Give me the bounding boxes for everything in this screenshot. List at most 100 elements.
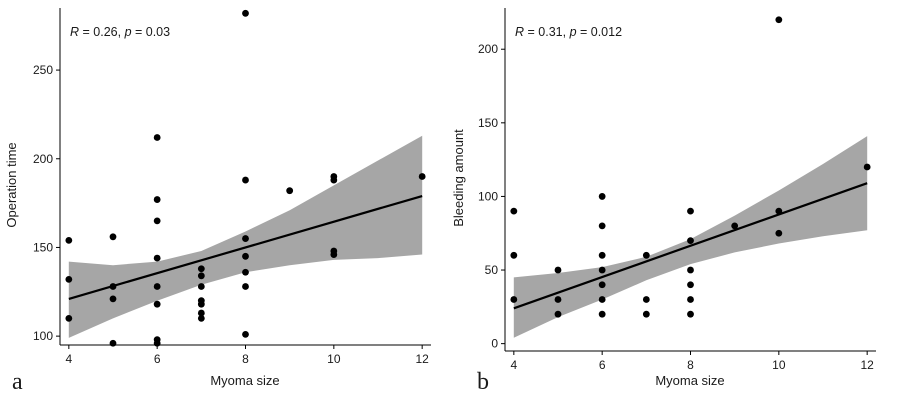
data-point [242, 283, 249, 290]
data-point [65, 275, 73, 283]
data-point [65, 236, 73, 244]
y-axis-label: Operation time [4, 142, 19, 227]
data-point [731, 222, 739, 230]
r-symbol: R [70, 25, 79, 39]
data-point [242, 176, 249, 184]
data-point [153, 254, 161, 262]
x-tick-label: 12 [860, 358, 874, 372]
data-point [286, 187, 294, 195]
data-point [197, 283, 205, 290]
data-point [687, 296, 694, 303]
data-point [242, 252, 249, 260]
data-point [242, 330, 249, 338]
y-tick-label: 200 [33, 152, 53, 166]
y-tick-label: 100 [478, 189, 498, 203]
x-tick-labels: 4 6 8 10 12 [65, 352, 429, 366]
data-point [554, 310, 562, 318]
data-point [687, 310, 694, 318]
data-point [109, 283, 117, 290]
x-tick-label: 12 [415, 352, 429, 366]
data-point [598, 296, 606, 303]
data-point [687, 237, 694, 244]
data-point [775, 229, 783, 237]
panel-letter: a [12, 369, 23, 395]
data-point [153, 300, 161, 308]
data-points [510, 16, 871, 318]
x-tick-label: 10 [327, 352, 341, 366]
data-point [242, 9, 249, 17]
x-tick-label: 10 [772, 358, 786, 372]
axes [56, 8, 431, 349]
data-point [510, 207, 518, 215]
r-value: = 0.31, [524, 25, 570, 39]
data-point [598, 222, 606, 230]
data-point [863, 163, 871, 171]
data-point [598, 266, 606, 274]
y-tick-labels: 100 150 200 250 [33, 63, 53, 343]
x-tick-label: 6 [599, 358, 606, 372]
x-tick-labels: 4 6 8 10 12 [510, 358, 874, 372]
y-axis-label: Bleeding amount [451, 129, 466, 227]
data-point [197, 300, 205, 308]
data-point [197, 309, 205, 317]
panel-b-bleeding-amount: 4 6 8 10 12 0 50 100 150 200 R = 0.31, p = 0.012… [451, 8, 876, 395]
data-point [510, 296, 518, 303]
x-axis-label: Myoma size [655, 373, 724, 388]
data-point [242, 235, 249, 242]
regression-line [513, 182, 868, 310]
y-tick-label: 0 [491, 337, 498, 351]
data-point [687, 281, 694, 289]
x-tick-label: 4 [65, 352, 72, 366]
x-axis-label: Myoma size [210, 373, 279, 388]
confidence-band [513, 136, 868, 338]
axes [501, 8, 876, 355]
y-tick-label: 100 [33, 329, 53, 343]
data-point [775, 16, 783, 24]
correlation-annotation: R = 0.26, p = 0.03 [70, 25, 170, 39]
data-point [775, 207, 783, 215]
data-point [598, 310, 606, 318]
fit-line [68, 194, 423, 300]
data-point [242, 268, 249, 276]
data-point [510, 251, 518, 259]
x-tick-label: 8 [242, 352, 249, 366]
x-tick-label: 6 [154, 352, 161, 366]
correlation-annotation: R = 0.31, p = 0.012 [515, 25, 622, 39]
data-point [554, 296, 562, 303]
y-tick-label: 250 [33, 63, 53, 77]
regression-line [68, 194, 423, 300]
data-point [109, 339, 117, 347]
data-point [109, 233, 117, 241]
data-point [642, 296, 650, 303]
data-point [109, 295, 117, 303]
data-point [330, 251, 338, 258]
data-point [418, 173, 426, 180]
r-value: = 0.26, [79, 25, 125, 39]
data-point [687, 207, 694, 215]
y-tick-labels: 0 50 100 150 200 [478, 42, 498, 350]
data-point [598, 281, 606, 289]
p-symbol: p [124, 25, 132, 39]
data-points [65, 9, 426, 347]
r-symbol: R [515, 25, 524, 39]
confidence-band-area [513, 136, 868, 338]
x-tick-label: 4 [510, 358, 517, 372]
data-point [153, 134, 161, 141]
data-point [153, 283, 161, 290]
data-point [554, 266, 562, 274]
p-value: = 0.03 [132, 25, 171, 39]
data-point [65, 314, 73, 322]
data-point [598, 193, 606, 200]
fit-line [513, 182, 868, 310]
data-point [197, 314, 205, 322]
data-point [598, 251, 606, 259]
panel-letter: b [477, 369, 489, 395]
data-point [153, 196, 161, 203]
data-point [330, 176, 338, 184]
y-tick-label: 200 [478, 42, 498, 56]
p-value: = 0.012 [577, 25, 623, 39]
p-symbol: p [569, 25, 577, 39]
y-tick-label: 50 [485, 263, 499, 277]
data-point [197, 265, 205, 273]
